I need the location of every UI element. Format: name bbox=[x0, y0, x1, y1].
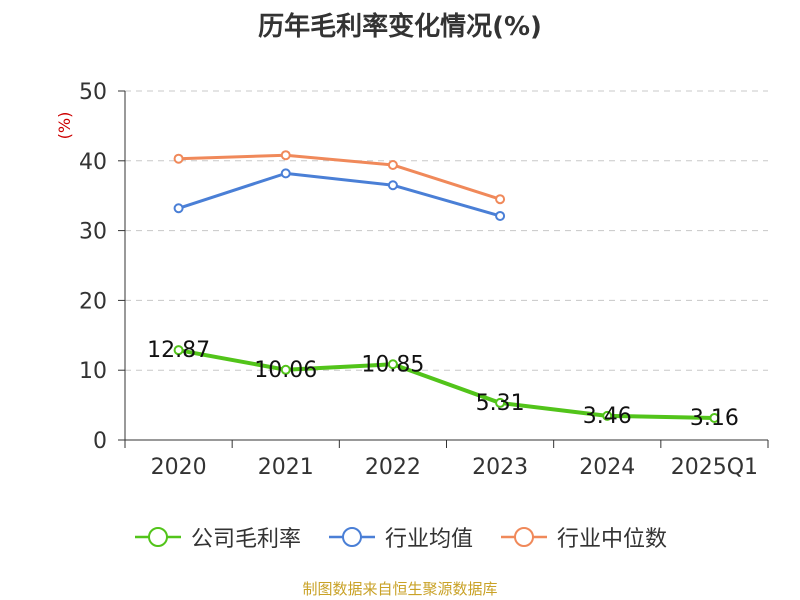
data-point bbox=[280, 150, 291, 161]
series-line-1 bbox=[178, 171, 501, 218]
data-point bbox=[602, 410, 613, 421]
data-label: 12.87 bbox=[147, 338, 210, 363]
data-point bbox=[387, 180, 398, 191]
source-note: 制图数据来自恒生聚源数据库 bbox=[302, 580, 498, 598]
data-label: 5.31 bbox=[476, 391, 525, 416]
series-line-0 bbox=[178, 348, 715, 420]
legend-label: 行业中位数 bbox=[557, 527, 668, 552]
x-tick-label: 2025Q1 bbox=[671, 455, 758, 480]
legend-swatch bbox=[134, 527, 181, 547]
legend-label: 公司毛利率 bbox=[190, 527, 301, 552]
y-tick-label: 50 bbox=[79, 80, 107, 105]
legend: 公司毛利率 行业均值 行业中位数 bbox=[0, 520, 800, 554]
data-point bbox=[387, 159, 398, 170]
data-point bbox=[173, 203, 184, 214]
series-line-2 bbox=[178, 153, 501, 201]
legend-swatch bbox=[328, 527, 375, 547]
data-label: 3.16 bbox=[690, 406, 739, 431]
legend-item[interactable]: 公司毛利率 bbox=[133, 521, 301, 553]
data-labels: 12.87 10.06 10.85 5.31 3.46 3.16 bbox=[147, 338, 739, 431]
chart-title: 历年毛利率变化情况(%) bbox=[258, 12, 542, 42]
y-tick-label: 30 bbox=[79, 220, 107, 245]
y-tick-label: 40 bbox=[79, 150, 107, 175]
data-point bbox=[495, 210, 506, 221]
data-point bbox=[173, 345, 184, 356]
legend-label: 行业均值 bbox=[384, 527, 473, 552]
data-label: 10.06 bbox=[254, 358, 317, 383]
data-point bbox=[173, 153, 184, 164]
data-label: 10.85 bbox=[361, 352, 424, 377]
data-label: 3.46 bbox=[583, 404, 632, 429]
legend-swatch bbox=[501, 527, 547, 547]
legend-item[interactable]: 行业均值 bbox=[327, 521, 473, 553]
y-axis-label: (%) bbox=[55, 112, 74, 140]
legend-item[interactable]: 行业中位数 bbox=[499, 521, 667, 553]
grid-lines bbox=[125, 90, 768, 371]
data-point bbox=[709, 412, 720, 423]
x-tick-label: 2024 bbox=[579, 455, 635, 480]
y-tick-label: 10 bbox=[79, 359, 107, 384]
series-lines bbox=[173, 150, 720, 423]
y-tick-label: 0 bbox=[93, 429, 107, 454]
x-tick-label: 2022 bbox=[365, 455, 421, 480]
data-point bbox=[495, 194, 506, 205]
axes: 0 10 20 30 40 50 (%) 2020 2021 2022 2023 2024 2025Q1 bbox=[55, 80, 769, 480]
x-tick-label: 2021 bbox=[258, 455, 314, 480]
y-tick-label: 20 bbox=[79, 289, 107, 314]
data-point bbox=[387, 359, 398, 370]
x-tick-label: 2020 bbox=[151, 455, 207, 480]
data-point bbox=[495, 397, 506, 408]
data-point bbox=[280, 364, 291, 375]
data-point bbox=[280, 168, 291, 179]
x-tick-label: 2023 bbox=[472, 455, 528, 480]
